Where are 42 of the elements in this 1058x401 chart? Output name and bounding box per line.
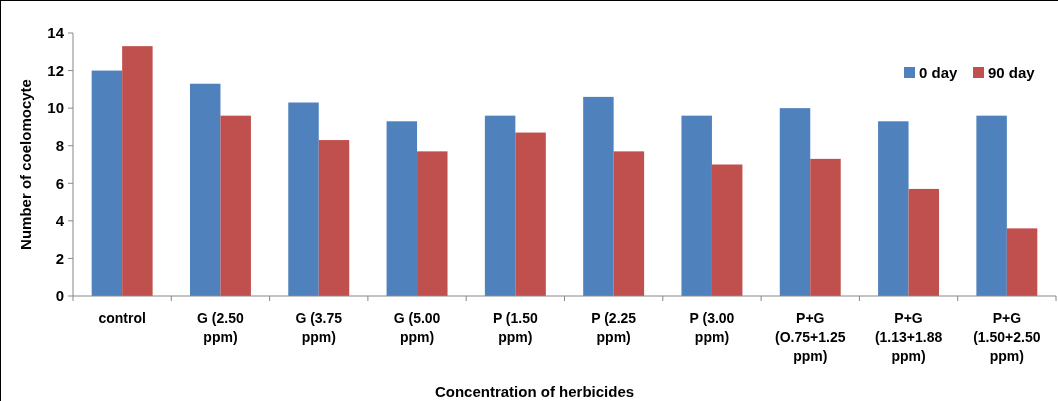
y-tick-label: 2 [55, 249, 64, 267]
bar [386, 121, 418, 296]
bar [515, 132, 546, 296]
y-tick-label: 10 [47, 99, 64, 117]
x-tick-label: P (2.25 ppm) [591, 310, 637, 345]
x-tick-label: P+G (1.50+2.50 ppm) [973, 310, 1041, 364]
bar [681, 115, 712, 296]
y-tick-label: 0 [55, 287, 64, 305]
x-tick-label: P (3.00 ppm) [689, 310, 735, 345]
bar [711, 164, 743, 296]
y-tick-label: 4 [55, 212, 65, 230]
x-tick-label: P (1.50 ppm) [492, 310, 538, 345]
y-tick-label: 12 [47, 61, 64, 79]
y-tick-label: 6 [55, 174, 64, 192]
legend-label: 0 day [919, 64, 959, 82]
legend-label: 90 day [988, 64, 1036, 82]
x-tick-label: P+G (O.75+1.25 ppm) [775, 310, 846, 364]
bar [1006, 228, 1038, 296]
bar [613, 151, 645, 296]
x-tick-label: G (3.75 ppm) [295, 310, 343, 345]
bar [976, 115, 1007, 296]
bar [810, 158, 841, 296]
bar [318, 140, 350, 296]
y-axis-title: Number of coelomocyte [17, 79, 34, 250]
bar [484, 115, 516, 296]
y-tick-label: 14 [47, 24, 65, 42]
x-axis-title: Concentration of herbicides [434, 383, 635, 400]
bar [91, 70, 123, 296]
x-tick-label: G (5.00 ppm) [393, 310, 441, 345]
x-tick-label: G (2.50 ppm) [197, 310, 244, 345]
bar [189, 83, 221, 296]
bar [583, 96, 614, 296]
bar [288, 102, 319, 296]
x-tick-label: P+G (1.13+1.88 ppm) [874, 310, 943, 364]
bar [878, 121, 909, 296]
y-tick-label: 8 [55, 136, 64, 154]
bar [417, 151, 448, 296]
bar [220, 115, 251, 296]
bar [908, 188, 940, 296]
x-tick-label: control [98, 310, 146, 326]
bar [779, 108, 811, 296]
bar [122, 46, 153, 296]
